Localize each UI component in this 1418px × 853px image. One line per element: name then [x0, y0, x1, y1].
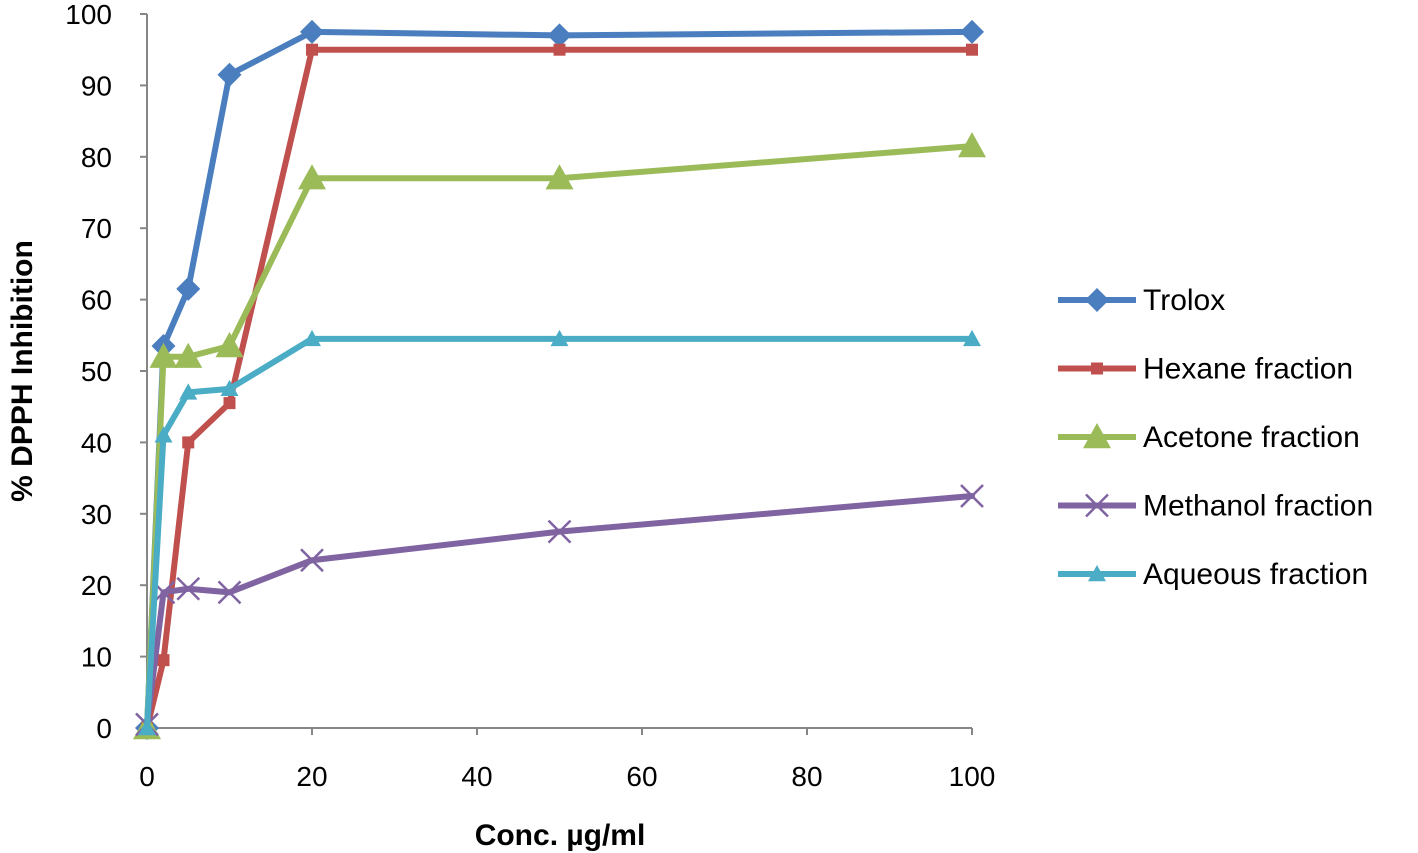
series-line: [144, 46, 975, 731]
legend-swatch-marker: [1085, 288, 1109, 312]
data-point: [217, 62, 242, 87]
legend: Trolox Hexane fraction Acetone fraction Met…: [1058, 284, 1373, 591]
data-point: [306, 43, 318, 56]
series-methanol-fraction: [135, 484, 984, 737]
series-line: [144, 28, 975, 731]
data-point: [157, 654, 170, 667]
y-tick-label: 80: [81, 142, 112, 173]
legend-swatch-marker: [1083, 423, 1111, 449]
data-point: [547, 23, 572, 48]
legend-item: Acetone fraction: [1058, 421, 1360, 454]
legend-item: Aqueous fraction: [1058, 558, 1368, 591]
legend-swatch-marker: [1088, 565, 1106, 582]
data-point: [298, 164, 326, 190]
data-point: [958, 132, 986, 158]
legend-label: Hexane fraction: [1143, 353, 1353, 386]
data-point: [179, 383, 198, 400]
data-point: [215, 332, 244, 358]
y-tick-label: 50: [81, 356, 112, 387]
data-point: [149, 342, 178, 368]
data-point: [182, 436, 195, 449]
y-tick-label: 60: [81, 285, 112, 316]
legend-label: Trolox: [1143, 284, 1225, 317]
series-layer: [133, 19, 986, 740]
data-point: [550, 329, 569, 347]
x-tick-label: 40: [461, 761, 492, 792]
y-tick-labels: 0 10 20 30 40 50 60 70 80 90 100: [65, 0, 147, 744]
legend-swatch-marker: [1091, 362, 1103, 375]
data-point: [545, 164, 574, 190]
y-tick-label: 10: [81, 642, 112, 673]
data-point: [553, 43, 566, 56]
y-tick-label: 90: [81, 70, 112, 101]
y-tick-label: 0: [96, 713, 112, 744]
legend-label: Acetone fraction: [1143, 421, 1360, 454]
legend-label: Aqueous fraction: [1143, 558, 1368, 591]
series-trolox: [135, 19, 984, 740]
series-aqueous-fraction: [138, 329, 981, 736]
x-tick-labels: 0 20 40 60 80 100: [139, 728, 995, 792]
data-point: [138, 719, 156, 736]
data-point: [963, 329, 981, 347]
y-tick-label: 40: [81, 427, 112, 458]
legend-label: Methanol fraction: [1143, 490, 1373, 523]
y-tick-label: 70: [81, 213, 112, 244]
x-tick-label: 60: [626, 761, 657, 792]
x-axis-title: Conc. µg/ml: [475, 819, 646, 852]
axes: [146, 14, 972, 729]
data-point: [217, 580, 242, 605]
legend-item: Hexane fraction: [1058, 353, 1353, 386]
y-tick-label: 100: [65, 0, 112, 30]
x-tick-label: 0: [139, 761, 155, 792]
x-tick-label: 80: [791, 761, 822, 792]
legend-item: Trolox: [1058, 284, 1225, 317]
legend-item: Methanol fraction: [1058, 490, 1373, 523]
data-point: [220, 379, 239, 397]
data-point: [154, 426, 173, 443]
data-point: [300, 548, 324, 573]
series-acetone-fraction: [133, 132, 986, 740]
y-axis-title: % DPPH Inhibition: [6, 240, 39, 502]
data-point: [223, 397, 236, 410]
x-tick-label: 100: [949, 761, 996, 792]
data-point: [547, 519, 572, 544]
y-tick-label: 20: [81, 570, 112, 601]
series-hexane-fraction: [141, 43, 978, 734]
legend-swatch-marker: [1085, 493, 1109, 518]
data-point: [174, 342, 203, 368]
data-point: [960, 484, 984, 508]
data-point: [176, 576, 201, 601]
data-point: [966, 43, 978, 56]
data-point: [303, 329, 321, 347]
data-point: [300, 19, 324, 44]
x-tick-label: 20: [296, 761, 327, 792]
data-point: [176, 276, 201, 301]
data-point: [960, 19, 984, 44]
y-tick-label: 30: [81, 499, 112, 530]
